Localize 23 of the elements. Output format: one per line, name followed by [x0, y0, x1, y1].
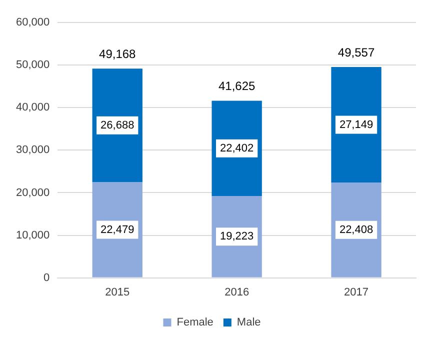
bar — [92, 68, 142, 182]
y-tick-label: 60,000 — [16, 16, 50, 29]
legend-label: Female — [176, 316, 214, 329]
data-label: 22,408 — [339, 224, 374, 236]
total-label: 49,168 — [99, 46, 136, 61]
bar — [331, 67, 382, 182]
data-label: 27,149 — [339, 118, 374, 131]
total-label: 49,557 — [338, 45, 375, 60]
x-tick-label: 2016 — [224, 286, 250, 298]
y-tick-label: 30,000 — [16, 144, 50, 156]
y-tick-label: 40,000 — [16, 102, 50, 114]
data-label: 22,402 — [220, 142, 254, 154]
total-label: 41,625 — [218, 79, 256, 94]
y-tick-label: 20,000 — [16, 186, 50, 199]
legend-label: Male — [236, 316, 261, 329]
y-tick-label: 50,000 — [16, 59, 50, 72]
data-label: 22,479 — [100, 224, 134, 236]
data-label: 19,223 — [220, 230, 254, 243]
x-tick-label: 2017 — [344, 286, 369, 298]
x-tick-label: 2015 — [105, 286, 130, 298]
data-label: 26,688 — [100, 119, 134, 132]
y-tick-label: 10,000 — [16, 229, 50, 242]
y-tick-label: 0 — [44, 272, 50, 284]
